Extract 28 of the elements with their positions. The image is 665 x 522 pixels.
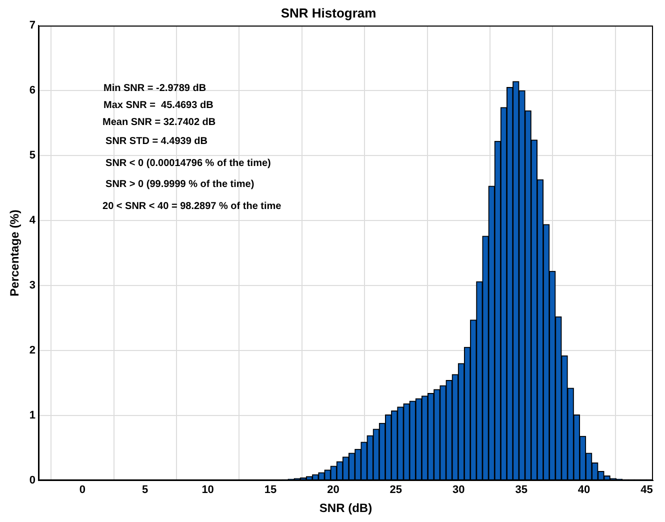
x-tick-label: 30 [452,484,465,496]
x-tick-label: 10 [202,484,214,496]
y-tick-label: 2 [29,344,36,356]
y-tick-label: 1 [29,409,36,422]
y-tick-label: 3 [29,280,36,292]
x-axis-title: SNR (dB) [319,501,372,516]
y-axis-title: Percentage (%) [8,210,22,296]
y-tick-label: 6 [29,84,36,97]
y-tick-label: 4 [29,214,36,227]
y-tick-label: 7 [29,20,36,32]
x-tick-label: 0 [79,484,86,496]
annotation: 20 < SNR < 40 = 98.2897 % of the time [102,200,282,212]
x-tick-label: 35 [515,484,528,496]
x-tick-label: 20 [327,484,340,496]
x-tick-label: 15 [264,484,277,496]
annotation: SNR STD = 4.4939 dB [106,136,208,147]
annotation: Max SNR = 45.4693 dB [104,100,214,111]
x-tick-label: 45 [640,484,653,496]
x-tick-label: 40 [578,484,590,496]
chart-title: SNR Histogram [280,5,376,20]
y-tick-label: 0 [29,474,36,486]
y-tick-label: 5 [29,150,36,162]
annotation: Mean SNR = 32.7402 dB [102,116,216,128]
annotation: Min SNR = -2.9789 dB [104,82,206,94]
x-tick-label: 25 [390,484,402,496]
annotation: SNR < 0 (0.00014796 % of the time) [106,158,271,169]
x-tick-label: 5 [142,484,148,496]
annotation: SNR > 0 (99.9999 % of the time) [106,178,254,190]
